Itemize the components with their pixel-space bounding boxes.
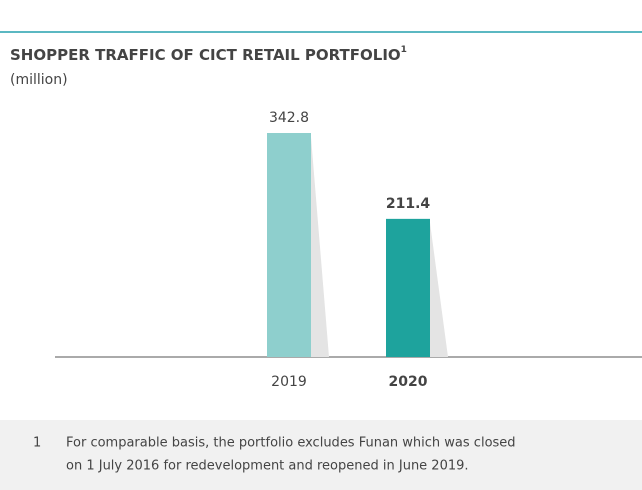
chart-subtitle: (million) <box>10 72 68 88</box>
chart-title-text: SHOPPER TRAFFIC OF CICT RETAIL PORTFOLIO <box>10 46 401 64</box>
chart-title: SHOPPER TRAFFIC OF CICT RETAIL PORTFOLIO… <box>10 45 407 64</box>
x-tick-label: 2020 <box>389 374 428 390</box>
value-label: 342.8 <box>269 110 309 126</box>
bar-shadow <box>430 222 448 357</box>
title-note: 1 <box>401 45 407 55</box>
footnote-line: on 1 July 2016 for redevelopment and reo… <box>66 459 469 474</box>
footnote-box <box>0 420 642 490</box>
bar <box>267 133 311 357</box>
bar <box>386 218 430 357</box>
footnote-line: For comparable basis, the portfolio excl… <box>66 436 516 451</box>
x-tick-label: 2019 <box>271 374 307 390</box>
bar-shadow <box>311 137 329 357</box>
value-label: 211.4 <box>386 196 431 212</box>
footnote-marker: 1 <box>33 436 41 451</box>
